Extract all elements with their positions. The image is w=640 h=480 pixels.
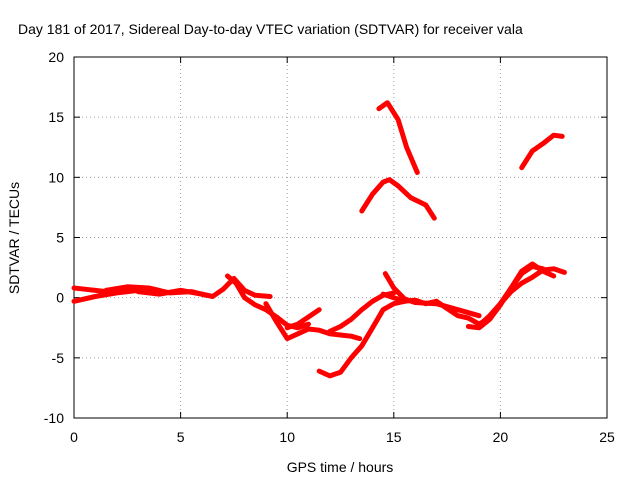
plot-frame [73, 56, 608, 419]
x-axis-label: GPS time / hours [287, 459, 394, 475]
chart-title: Day 181 of 2017, Sidereal Day-to-day VTE… [18, 21, 523, 37]
series-group [71, 100, 567, 379]
series-line-arc-16 [376, 100, 420, 175]
y-tick-label: 20 [48, 49, 64, 65]
y-tick-label: 5 [56, 230, 64, 246]
x-tick-label: 0 [70, 429, 78, 445]
y-axis-label: SDTVAR / TECUs [6, 182, 22, 294]
series-line-arc-6 [263, 301, 363, 342]
grid [74, 57, 607, 418]
series-line-arc-15 [359, 177, 437, 221]
series-line-arc-17 [519, 132, 565, 171]
y-tick-label: -5 [52, 350, 65, 366]
x-tick-label: 5 [177, 429, 185, 445]
y-tick-label: 0 [56, 290, 64, 306]
x-tick-label: 10 [279, 429, 295, 445]
x-tick-label: 25 [599, 429, 615, 445]
series-line-arc-7 [284, 307, 322, 331]
y-tick-label: 10 [48, 169, 64, 185]
x-tick-label: 15 [386, 429, 402, 445]
series-line-arc-11 [382, 271, 482, 319]
ticks: 0 5 10 15 20 25 -10 -5 0 5 10 15 20 [44, 49, 615, 445]
y-tick-label: 15 [48, 109, 64, 125]
y-tick-label: -10 [44, 410, 64, 426]
series-line-arc-14 [476, 266, 567, 328]
series-line-arc-4 [135, 275, 273, 299]
x-tick-label: 20 [493, 429, 509, 445]
series-line-arc-9 [316, 298, 407, 379]
